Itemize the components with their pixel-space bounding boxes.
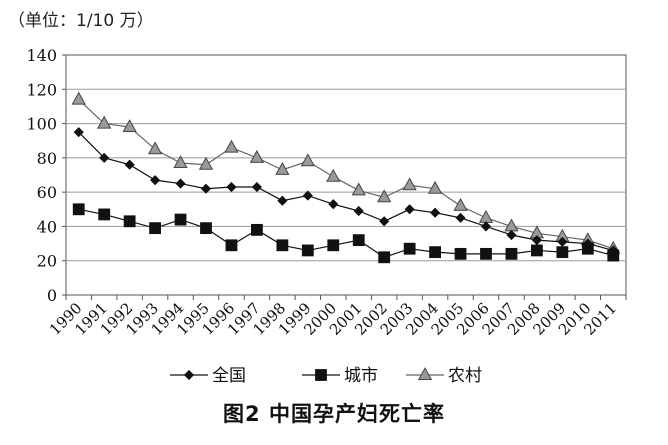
data-point-national bbox=[73, 127, 84, 138]
data-point-urban bbox=[225, 239, 238, 252]
data-point-rural bbox=[326, 168, 341, 182]
data-point-urban bbox=[251, 223, 263, 236]
series-line-rural bbox=[78, 99, 614, 250]
data-point-rural bbox=[427, 180, 443, 194]
data-point-national bbox=[175, 178, 186, 189]
data-point-national bbox=[506, 229, 517, 241]
figure-title: 图2 中国孕产妇死亡率 bbox=[223, 402, 445, 426]
data-point-urban bbox=[378, 251, 391, 264]
y-tick-label: 0 bbox=[47, 286, 57, 305]
data-point-urban bbox=[123, 215, 136, 228]
data-point-urban bbox=[200, 222, 212, 235]
data-point-rural bbox=[224, 139, 239, 153]
data-point-national bbox=[124, 159, 135, 170]
data-point-national bbox=[277, 195, 288, 206]
y-tick-label: 120 bbox=[26, 80, 57, 99]
data-point-national bbox=[430, 207, 441, 218]
data-point-national bbox=[379, 216, 390, 227]
data-point-national bbox=[531, 235, 542, 246]
data-point-urban bbox=[480, 247, 492, 260]
y-tick-label: 80 bbox=[37, 149, 57, 168]
data-point-national bbox=[99, 152, 110, 163]
data-point-national bbox=[455, 212, 466, 223]
data-point-urban bbox=[72, 203, 85, 216]
data-point-national bbox=[302, 190, 313, 201]
data-point-urban bbox=[556, 246, 569, 259]
data-point-rural bbox=[249, 149, 265, 163]
data-point-rural bbox=[97, 115, 112, 129]
data-point-urban bbox=[174, 213, 187, 226]
data-point-national bbox=[582, 238, 593, 249]
data-point-national bbox=[557, 236, 568, 247]
y-tick-label: 20 bbox=[37, 252, 57, 271]
legend-marker-rural bbox=[417, 367, 433, 380]
data-point-national bbox=[608, 245, 619, 256]
data-point-urban bbox=[98, 208, 111, 221]
y-tick-label: 60 bbox=[37, 183, 57, 202]
data-point-rural bbox=[71, 91, 86, 105]
data-point-rural bbox=[300, 153, 315, 167]
data-point-rural bbox=[402, 177, 417, 191]
legend-label-urban: 城市 bbox=[344, 366, 378, 386]
data-point-national bbox=[226, 181, 237, 193]
data-point-rural bbox=[377, 189, 392, 203]
data-point-rural bbox=[453, 197, 468, 211]
data-point-urban bbox=[429, 246, 441, 259]
data-point-national bbox=[328, 199, 339, 210]
data-point-urban bbox=[301, 244, 314, 257]
y-tick-label: 100 bbox=[26, 115, 57, 134]
legend-marker-national bbox=[183, 369, 195, 381]
data-point-rural bbox=[351, 182, 366, 196]
data-point-rural bbox=[122, 119, 137, 132]
data-point-national bbox=[480, 221, 492, 232]
series-line-national bbox=[78, 131, 614, 252]
data-point-urban bbox=[454, 247, 467, 260]
legend-marker-urban bbox=[315, 369, 327, 381]
legend-label-rural: 农村 bbox=[448, 366, 482, 386]
data-point-urban bbox=[403, 242, 416, 255]
data-point-rural bbox=[275, 161, 290, 175]
data-point-urban bbox=[327, 239, 340, 252]
legend-label-national: 全国 bbox=[212, 366, 246, 386]
data-point-rural bbox=[147, 141, 163, 155]
y-tick-label: 140 bbox=[26, 46, 57, 65]
plot-frame bbox=[65, 54, 627, 296]
data-point-rural bbox=[198, 156, 214, 170]
data-point-urban bbox=[505, 247, 518, 260]
y-tick-label: 40 bbox=[37, 217, 57, 236]
data-point-national bbox=[404, 204, 415, 215]
data-point-national bbox=[353, 205, 364, 217]
series-line-urban bbox=[78, 208, 614, 258]
data-point-urban bbox=[531, 244, 543, 257]
data-point-national bbox=[200, 183, 212, 194]
data-point-urban bbox=[276, 239, 289, 252]
data-point-national bbox=[251, 181, 262, 193]
data-point-urban bbox=[352, 234, 365, 247]
data-point-national bbox=[150, 175, 161, 186]
data-point-urban bbox=[149, 222, 161, 235]
data-point-rural bbox=[173, 155, 188, 168]
data-point-rural bbox=[478, 209, 494, 223]
unit-label: （单位：1/10 万） bbox=[8, 11, 154, 31]
